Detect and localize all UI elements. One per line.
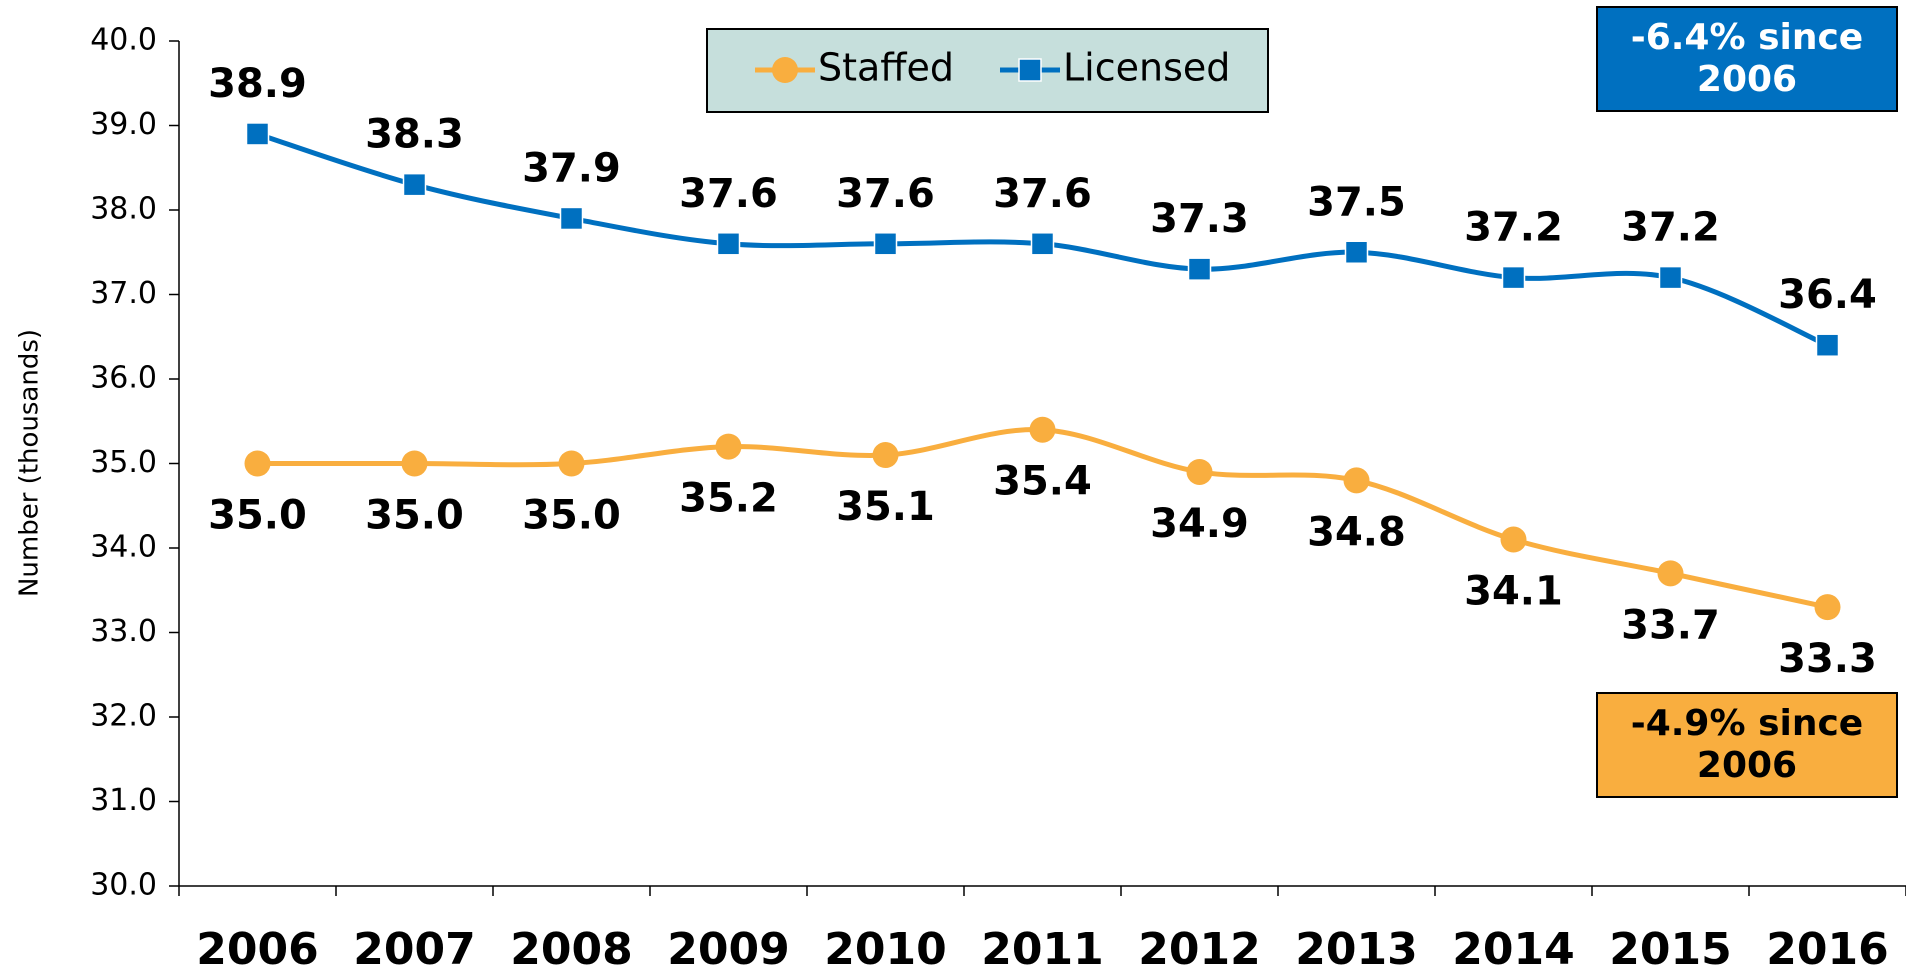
data-label: 37.6 <box>836 171 935 217</box>
x-tick-label: 2008 <box>510 924 632 975</box>
data-label: 38.9 <box>208 61 307 107</box>
y-tick-label: 31.0 <box>90 783 157 818</box>
y-tick-label: 40.0 <box>90 23 157 58</box>
y-tick-label: 30.0 <box>90 868 157 903</box>
y-tick-label: 37.0 <box>90 276 157 311</box>
marker <box>1658 265 1683 290</box>
marker <box>1815 333 1840 357</box>
data-label: 37.9 <box>522 145 621 191</box>
marker <box>1344 240 1369 264</box>
y-tick-label: 34.0 <box>90 530 157 565</box>
y-tick-label: 32.0 <box>90 699 157 734</box>
y-tick-label: 39.0 <box>90 107 157 142</box>
marker <box>715 433 742 460</box>
marker <box>1501 265 1526 290</box>
x-tick-label: 2014 <box>1452 924 1574 975</box>
marker <box>1814 594 1841 621</box>
data-label: 36.4 <box>1778 272 1877 318</box>
x-tick-label: 2011 <box>981 924 1103 975</box>
marker <box>559 206 584 231</box>
marker <box>1500 526 1527 553</box>
x-tick-label: 2009 <box>667 924 789 975</box>
legend-label: Staffed <box>818 46 954 90</box>
y-tick-label: 38.0 <box>90 192 157 227</box>
marker <box>1030 232 1055 256</box>
data-label: 35.1 <box>836 484 935 530</box>
marker <box>1343 467 1370 494</box>
legend-label: Licensed <box>1063 46 1230 90</box>
x-tick-label: 2006 <box>196 924 318 975</box>
y-tick-label: 36.0 <box>90 361 157 396</box>
data-label: 37.2 <box>1464 205 1563 251</box>
data-label: 37.2 <box>1621 205 1720 251</box>
line <box>257 427 1829 610</box>
marker <box>1186 458 1213 485</box>
marker <box>872 442 899 469</box>
data-label: 34.9 <box>1150 501 1249 547</box>
data-label: 37.5 <box>1307 179 1406 225</box>
marker <box>1657 560 1684 587</box>
data-label: 35.0 <box>365 493 464 539</box>
y-tick-label: 35.0 <box>90 445 157 480</box>
legend-marker <box>772 57 798 83</box>
x-tick-label: 2007 <box>353 924 475 975</box>
marker <box>244 450 271 477</box>
x-tick-label: 2010 <box>824 924 946 975</box>
marker <box>402 172 427 197</box>
marker <box>1187 257 1212 281</box>
data-label: 37.3 <box>1150 196 1249 242</box>
x-tick-label: 2012 <box>1138 924 1260 975</box>
data-label: 35.2 <box>679 476 778 522</box>
y-tick-label: 33.0 <box>90 614 157 649</box>
data-label: 33.3 <box>1778 636 1877 682</box>
x-tick-label: 2013 <box>1295 924 1417 975</box>
data-label: 35.0 <box>522 493 621 539</box>
marker <box>401 450 428 477</box>
annotation: -4.9% since 2006 <box>1596 692 1898 798</box>
data-label: 37.6 <box>993 171 1092 217</box>
data-label: 34.8 <box>1307 509 1406 555</box>
x-tick-label: 2016 <box>1766 924 1888 975</box>
legend-marker <box>1018 58 1042 82</box>
data-label: 38.3 <box>365 112 464 158</box>
data-label: 34.1 <box>1464 569 1563 615</box>
data-label: 33.7 <box>1621 602 1720 648</box>
marker <box>558 450 585 477</box>
x-tick-label: 2015 <box>1609 924 1731 975</box>
marker <box>873 232 898 256</box>
marker <box>245 122 270 146</box>
data-label: 37.6 <box>679 171 778 217</box>
y-axis-label: Number (thousands) <box>15 329 45 597</box>
annotation: -6.4% since 2006 <box>1596 6 1898 112</box>
data-label: 35.0 <box>208 493 307 539</box>
marker <box>1029 416 1056 443</box>
marker <box>716 232 741 256</box>
data-label: 35.4 <box>993 459 1092 505</box>
